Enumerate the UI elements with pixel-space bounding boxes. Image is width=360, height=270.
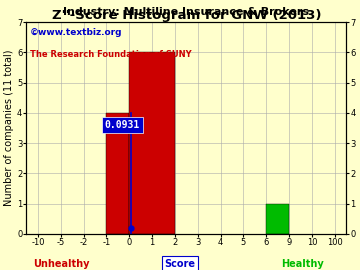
Y-axis label: Number of companies (11 total): Number of companies (11 total) [4,50,14,206]
Text: The Research Foundation of SUNY: The Research Foundation of SUNY [30,50,191,59]
Text: 0.0931: 0.0931 [105,120,140,130]
Bar [266,204,289,234]
Text: Unhealthy: Unhealthy [33,259,89,269]
Bar [129,52,175,234]
Text: ©www.textbiz.org: ©www.textbiz.org [30,28,122,38]
Text: Industry: Multiline Insurance & Brokers: Industry: Multiline Insurance & Brokers [63,7,309,17]
Text: Healthy: Healthy [281,259,324,269]
Text: Score: Score [165,259,195,269]
Bar [107,113,129,234]
Title: Z''-Score Histogram for GNW (2013): Z''-Score Histogram for GNW (2013) [51,9,321,22]
